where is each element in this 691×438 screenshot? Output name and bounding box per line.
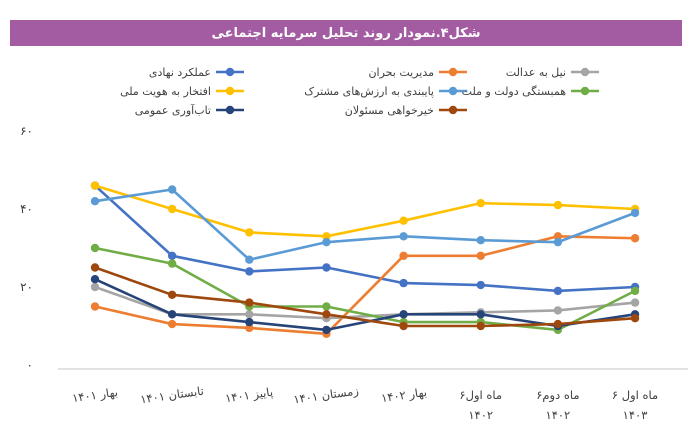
x-tick-label: بهار ۱۴۰۲: [379, 384, 428, 406]
x-tick-label: زمستان ۱۴۰۱: [292, 383, 360, 407]
x-tick-label: ۶ماه اول ۱۴۰۲: [459, 388, 503, 422]
legend-item: پایبندی به ارزش‌های مشترک: [304, 83, 468, 99]
legend-line-marker-icon: [439, 86, 467, 96]
legend-line-marker-icon: [439, 105, 467, 115]
legend-line-marker-icon: [571, 67, 599, 77]
legend-line-marker-icon: [216, 86, 244, 96]
y-tick-label: ۰: [26, 358, 33, 372]
chart-title-bar: شکل۴.نمودار روند تحلیل سرمایه اجتماعی: [10, 20, 682, 46]
legend-line-marker-icon: [439, 67, 467, 77]
legend-item: نیل به عدالت: [506, 64, 600, 80]
legend-label: مدیریت بحران: [368, 65, 434, 79]
chart-legend: عملکرد نهادی مدیریت بحران نیل به عدالت افتخ…: [0, 60, 691, 120]
legend-label: عملکرد نهادی: [148, 65, 211, 79]
legend-label: پایبندی به ارزش‌های مشترک: [304, 84, 434, 98]
y-axis: ۶۰ ۴۰ ۲۰ ۰: [0, 0, 36, 438]
legend-line-marker-icon: [216, 67, 244, 77]
legend-label: افتخار به هویت ملی: [120, 84, 211, 98]
y-tick-label: ۴۰: [20, 202, 33, 216]
legend-label: نیل به عدالت: [505, 65, 566, 79]
legend-line-marker-icon: [571, 86, 599, 96]
x-tick-label: بهار ۱۴۰۱: [71, 384, 119, 406]
x-tick-label: ۶ماه دوم ۱۴۰۲: [536, 388, 580, 422]
legend-item: عملکرد نهادی: [149, 64, 245, 80]
legend-item: همبستگی دولت و ملت: [462, 83, 600, 99]
legend-line-marker-icon: [216, 105, 244, 115]
y-tick-label: ۶۰: [20, 124, 33, 138]
legend-label: همبستگی دولت و ملت: [461, 84, 566, 98]
y-tick-label: ۲۰: [20, 280, 33, 294]
legend-item: تاب‌آوری عمومی: [135, 102, 245, 118]
x-tick-label: تابستان ۱۴۰۱: [139, 383, 205, 407]
legend-item: خیرخواهی مسئولان: [345, 102, 468, 118]
chart-title: شکل۴.نمودار روند تحلیل سرمایه اجتماعی: [211, 25, 481, 41]
legend-label: تاب‌آوری عمومی: [134, 103, 211, 117]
x-tick-label: ۶ ماه اول ۱۴۰۳: [611, 388, 659, 422]
legend-label: خیرخواهی مسئولان: [344, 103, 434, 117]
x-tick-label: پاییز ۱۴۰۱: [224, 384, 275, 406]
legend-item: مدیریت بحران: [368, 64, 468, 80]
legend-item: افتخار به هویت ملی: [120, 83, 245, 99]
